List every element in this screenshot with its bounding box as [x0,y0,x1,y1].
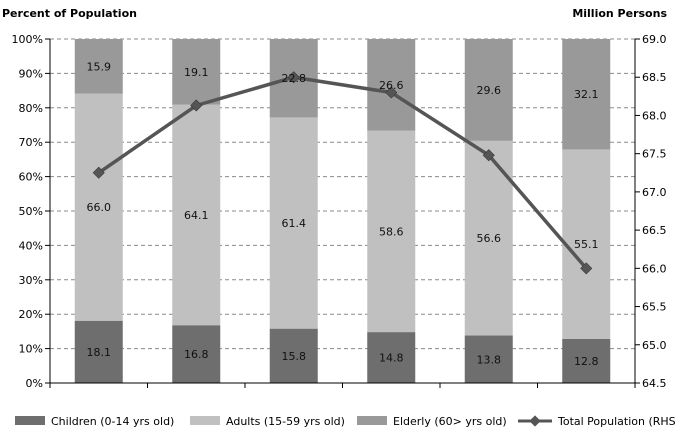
total-population-marker [190,99,203,112]
total-population-marker [92,166,105,179]
legend-swatch-adults [190,416,220,425]
bar-value-label: 12.8 [574,355,599,368]
bar-value-label: 58.6 [379,225,404,238]
bar-value-label: 61.4 [282,217,307,230]
left-tick-label: 70% [19,136,43,149]
legend-label-total-population: Total Population (RHS) [557,415,675,428]
right-tick-label: 65.5 [642,301,667,314]
total-population-line [92,71,593,275]
bar-segment-adults [74,93,123,321]
legend-swatch-marker [529,415,541,427]
right-tick-label: 67.0 [642,186,667,199]
bar-segment-elderly [172,39,221,105]
right-tick-label: 69.0 [642,33,667,46]
left-tick-label: 80% [19,102,43,115]
bar-segment-elderly [562,39,611,150]
right-tick-label: 64.5 [642,377,667,390]
left-tick-label: 90% [19,67,43,80]
bar-value-label: 18.1 [87,346,112,359]
right-tick-label: 68.0 [642,109,667,122]
bar-segment-children [562,338,611,383]
left-axis-title: Percent of Population [2,7,137,20]
legend-swatch-children [15,416,45,425]
legend: Children (0-14 yrs old) Adults (15-59 yrs… [15,415,675,428]
left-tick-label: 60% [19,171,43,184]
bar-value-label: 15.8 [282,350,307,363]
total-population-marker [385,86,398,99]
bar-segment-adults [172,104,221,326]
bar-segment-elderly [464,39,513,141]
total-population-marker [580,262,593,275]
stacked-bars [74,39,611,383]
legend-label-children: Children (0-14 yrs old) [51,415,174,428]
left-tick-label: 10% [19,343,43,356]
bar-value-label: 29.6 [477,84,502,97]
right-tick-label: 66.5 [642,224,667,237]
axes: 0% 10% 20% 30% 40% 50% 60% 70% 80% 90% 100% 64.5 65.… [12,33,667,390]
bar-value-label: 19.1 [184,66,209,79]
left-tick-label: 0% [26,377,43,390]
legend-swatch-elderly [357,416,387,425]
bar-value-label: 26.6 [379,79,404,92]
right-tick-label: 66.0 [642,262,667,275]
right-tick-label: 67.5 [642,148,667,161]
left-tick-label: 100% [12,33,43,46]
right-tick-label: 65.0 [642,339,667,352]
left-tick-label: 50% [19,205,43,218]
bar-segment-elderly [367,39,416,131]
bar-segment-adults [269,117,318,329]
bar-value-label: 14.8 [379,352,404,365]
legend-label-adults: Adults (15-59 yrs old) [226,415,345,428]
bar-value-label: 55.1 [574,238,599,251]
bar-segment-elderly [74,39,123,94]
total-population-marker [287,71,300,84]
bar-segment-children [74,320,123,383]
legend-label-elderly: Elderly (60> yrs old) [393,415,507,428]
bar-segment-children [172,325,221,383]
bar-segment-adults [367,130,416,333]
bar-value-label: 56.6 [477,232,502,245]
bar-segment-adults [562,149,611,339]
bar-segment-children [464,335,513,383]
bar-segment-children [367,332,416,383]
bar-value-label: 15.9 [87,60,112,73]
right-tick-label: 68.5 [642,71,667,84]
right-axis-title: Million Persons [572,7,667,20]
left-tick-label: 30% [19,274,43,287]
bar-value-label: 66.0 [87,201,112,214]
bar-value-labels: 18.1 66.0 15.9 16.8 64.1 19.1 15.8 61.4 22.8 14.8… [87,60,599,368]
bar-value-label: 32.1 [574,88,599,101]
left-tick-label: 40% [19,239,43,252]
bar-value-label: 22.8 [282,72,307,85]
bar-value-label: 64.1 [184,209,209,222]
total-population-marker [482,149,495,162]
bar-value-label: 16.8 [184,348,209,361]
bar-segment-children [269,328,318,383]
left-tick-label: 20% [19,308,43,321]
bar-value-label: 13.8 [477,353,502,366]
total-population-polyline [97,75,588,270]
